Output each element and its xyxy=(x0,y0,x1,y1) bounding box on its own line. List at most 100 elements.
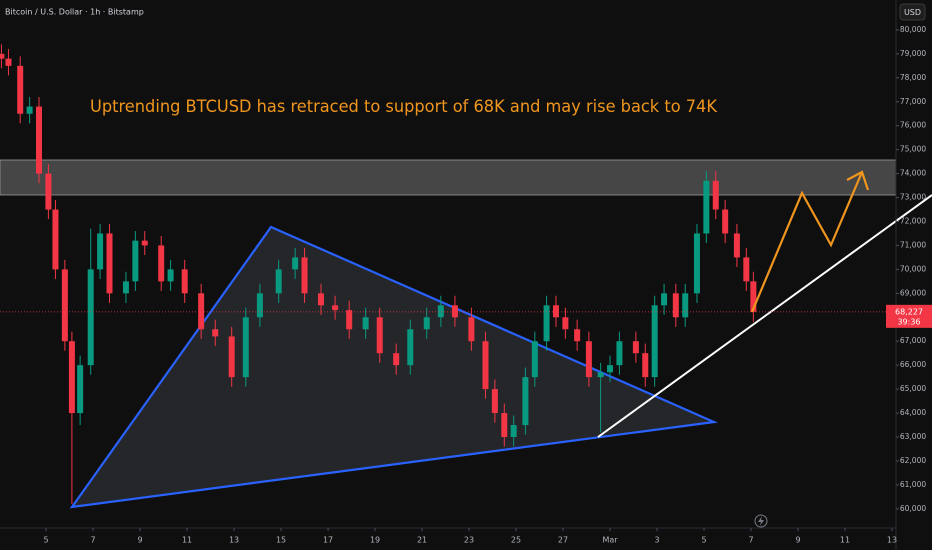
candle-body xyxy=(437,305,444,318)
x-tick-label: 9 xyxy=(795,536,800,545)
y-tick-label: 67,000 xyxy=(900,336,926,345)
y-tick-label: 66,000 xyxy=(900,360,926,369)
x-tick-label: Mar xyxy=(602,536,618,545)
y-tick-label: 72,000 xyxy=(900,216,926,225)
drawings xyxy=(597,170,932,438)
y-tick-label: 71,000 xyxy=(900,240,926,249)
x-tick-label: 17 xyxy=(323,536,333,545)
x-tick-label: 15 xyxy=(276,536,286,545)
candle-body xyxy=(256,293,263,318)
candle-body xyxy=(97,233,104,270)
candle-body xyxy=(242,317,249,378)
candle-body xyxy=(722,209,729,234)
x-tick-label: 23 xyxy=(464,536,474,545)
y-tick-label: 78,000 xyxy=(900,73,926,82)
x-tick-label: 13 xyxy=(229,536,239,545)
candle-body xyxy=(743,257,750,282)
candle-body xyxy=(141,240,148,246)
candle-body xyxy=(672,293,679,318)
candle-body xyxy=(212,329,219,337)
x-tick-label: 21 xyxy=(417,536,427,545)
candle-body xyxy=(301,257,308,294)
candle-body xyxy=(607,365,614,373)
y-tick-label: 69,000 xyxy=(900,288,926,297)
y-tick-label: 79,000 xyxy=(900,49,926,58)
candle-body xyxy=(292,257,299,270)
candle-body xyxy=(376,317,383,354)
currency-button[interactable] xyxy=(899,3,926,21)
candle-body xyxy=(407,329,414,366)
y-tick-label: 60,000 xyxy=(900,504,926,513)
candle-body xyxy=(0,53,5,59)
candle-body xyxy=(703,180,710,234)
x-tick-label: 11 xyxy=(182,536,192,545)
alert-icon[interactable] xyxy=(754,514,768,528)
candle-body xyxy=(275,269,282,294)
candle-body xyxy=(61,269,68,342)
candle-body xyxy=(468,317,475,342)
candle-body xyxy=(77,365,84,414)
x-tick-label: 19 xyxy=(370,536,380,545)
last-price-badge xyxy=(886,304,932,328)
candle-body xyxy=(642,353,649,378)
candle-body xyxy=(585,341,592,378)
last-price-label: 68,227 xyxy=(895,307,923,316)
candle-body xyxy=(332,305,339,311)
x-tick-label: 25 xyxy=(511,536,521,545)
projection-path xyxy=(750,171,864,313)
x-tick-label: 7 xyxy=(748,536,753,545)
candle-body xyxy=(122,281,129,294)
x-tick-label: 11 xyxy=(840,536,850,545)
candle-body xyxy=(17,65,24,114)
candle-body xyxy=(597,372,604,378)
x-tick-label: 5 xyxy=(44,536,49,545)
candle-body xyxy=(693,233,700,294)
currency-label: USD xyxy=(904,8,921,17)
candle-body xyxy=(346,310,353,330)
y-tick-label: 63,000 xyxy=(900,432,926,441)
trendline xyxy=(597,194,932,438)
y-tick-label: 65,000 xyxy=(900,384,926,393)
candle-body xyxy=(362,317,369,330)
arrow-head xyxy=(846,170,870,191)
y-tick-label: 74,000 xyxy=(900,169,926,178)
candle-body xyxy=(52,209,59,270)
candle-body xyxy=(552,305,559,318)
candle-body xyxy=(423,317,430,330)
x-tick-label: 5 xyxy=(701,536,706,545)
candle-body xyxy=(132,240,139,282)
candle-body xyxy=(167,269,174,282)
y-tick-label: 62,000 xyxy=(900,456,926,465)
candle-body xyxy=(451,305,458,318)
y-tick-label: 77,000 xyxy=(900,97,926,106)
candle-body xyxy=(531,341,538,378)
candle-body xyxy=(661,293,668,306)
resistance-zone xyxy=(0,159,897,196)
y-tick-label: 70,000 xyxy=(900,264,926,273)
y-tick-label: 75,000 xyxy=(900,145,926,154)
x-tick-label: 9 xyxy=(138,536,143,545)
candle-body xyxy=(228,336,235,378)
candle-body xyxy=(26,106,33,114)
candle-body xyxy=(198,293,205,330)
candle-body xyxy=(733,233,740,258)
y-tick-label: 61,000 xyxy=(900,480,926,489)
candle-body xyxy=(106,233,113,294)
candle-body xyxy=(651,305,658,378)
y-tick-label: 76,000 xyxy=(900,121,926,130)
candle-body xyxy=(68,341,75,414)
triangle-pattern xyxy=(69,225,719,509)
x-tick-label: 27 xyxy=(558,536,568,545)
candle-body xyxy=(393,353,400,366)
candle-body xyxy=(750,281,757,312)
candle-body xyxy=(562,317,569,330)
candle-body xyxy=(574,329,581,342)
candle-body xyxy=(87,269,94,366)
x-tick-label: 13 xyxy=(887,536,897,545)
candle-body xyxy=(491,389,498,414)
alert-icon-bolt xyxy=(758,516,764,526)
candle-body xyxy=(510,425,517,438)
drawings xyxy=(0,159,897,509)
